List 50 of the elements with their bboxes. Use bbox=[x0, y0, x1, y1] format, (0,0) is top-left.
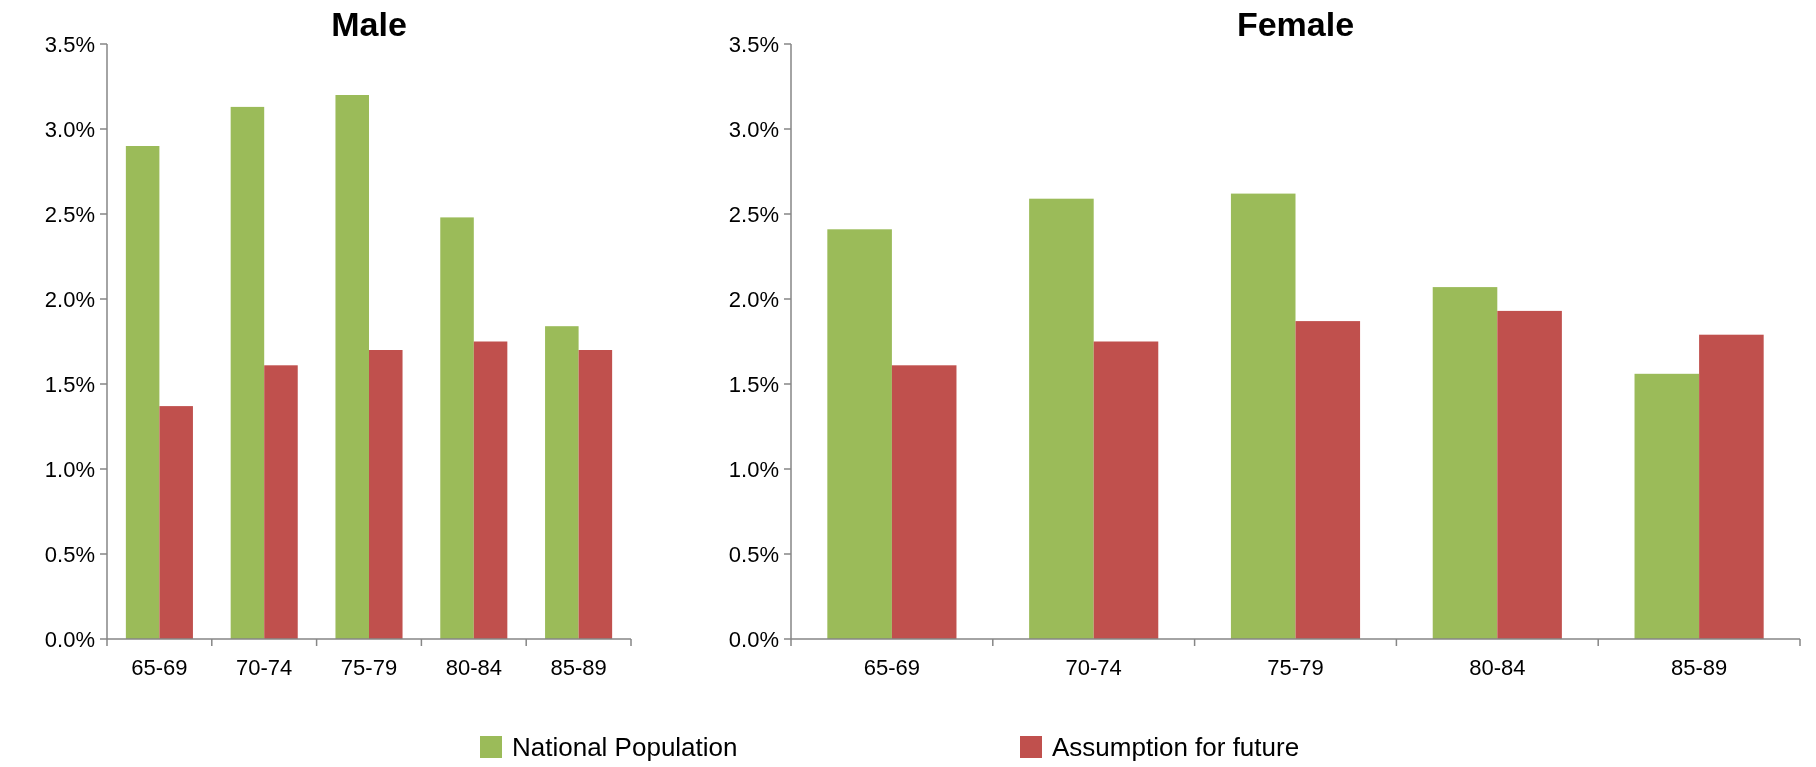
y-tick-label: 2.0% bbox=[44, 286, 95, 312]
x-tick-label: 85-89 bbox=[1670, 655, 1728, 680]
bar bbox=[1497, 310, 1562, 639]
bar bbox=[578, 350, 613, 639]
bar bbox=[545, 326, 579, 639]
bar bbox=[159, 406, 193, 639]
y-tick-label: 2.5% bbox=[728, 201, 779, 227]
x-tick-label: 65-69 bbox=[863, 655, 921, 680]
y-tick-label: 0.0% bbox=[728, 626, 779, 652]
y-tick-label: 3.5% bbox=[728, 31, 779, 57]
x-tick-label: 80-84 bbox=[1469, 655, 1526, 680]
bar bbox=[473, 341, 508, 639]
x-tick-label: 70-74 bbox=[1065, 655, 1122, 680]
x-tick-label: 75-79 bbox=[340, 655, 398, 680]
y-tick-label: 1.0% bbox=[44, 456, 95, 482]
bar bbox=[335, 95, 369, 639]
x-tick-label: 80-84 bbox=[445, 655, 502, 680]
chart-title: Male bbox=[331, 5, 407, 43]
bar bbox=[264, 365, 298, 639]
y-tick-label: 2.0% bbox=[728, 286, 779, 312]
y-tick-label: 3.0% bbox=[44, 116, 95, 142]
chart-title: Female bbox=[1236, 5, 1355, 43]
bar bbox=[440, 217, 474, 639]
bar bbox=[1295, 321, 1361, 639]
bar bbox=[1029, 198, 1094, 639]
x-tick-label: 75-79 bbox=[1267, 655, 1324, 680]
y-tick-label: 0.5% bbox=[728, 541, 779, 567]
bar bbox=[1699, 334, 1764, 639]
y-tick-label: 1.0% bbox=[728, 456, 779, 482]
y-tick-label: 0.0% bbox=[44, 626, 95, 652]
bar bbox=[891, 365, 957, 639]
bar bbox=[827, 229, 892, 639]
bar bbox=[1634, 373, 1700, 639]
x-tick-label: 85-89 bbox=[550, 655, 607, 680]
bar bbox=[1230, 193, 1296, 639]
x-tick-label: 70-74 bbox=[236, 655, 293, 680]
y-tick-label: 3.0% bbox=[728, 116, 779, 142]
y-tick-label: 1.5% bbox=[728, 371, 779, 397]
y-tick-label: 2.5% bbox=[44, 201, 95, 227]
legend-label: National Population bbox=[512, 732, 738, 763]
bar bbox=[230, 106, 265, 639]
bar bbox=[1093, 341, 1159, 639]
x-tick-label: 65-69 bbox=[131, 655, 188, 680]
bar bbox=[1432, 287, 1498, 639]
y-tick-label: 1.5% bbox=[44, 371, 95, 397]
bar bbox=[125, 146, 160, 639]
y-tick-label: 0.5% bbox=[44, 541, 95, 567]
bar bbox=[369, 350, 403, 639]
legend-label: Assumption for future bbox=[1052, 732, 1300, 763]
y-tick-label: 3.5% bbox=[44, 31, 95, 57]
